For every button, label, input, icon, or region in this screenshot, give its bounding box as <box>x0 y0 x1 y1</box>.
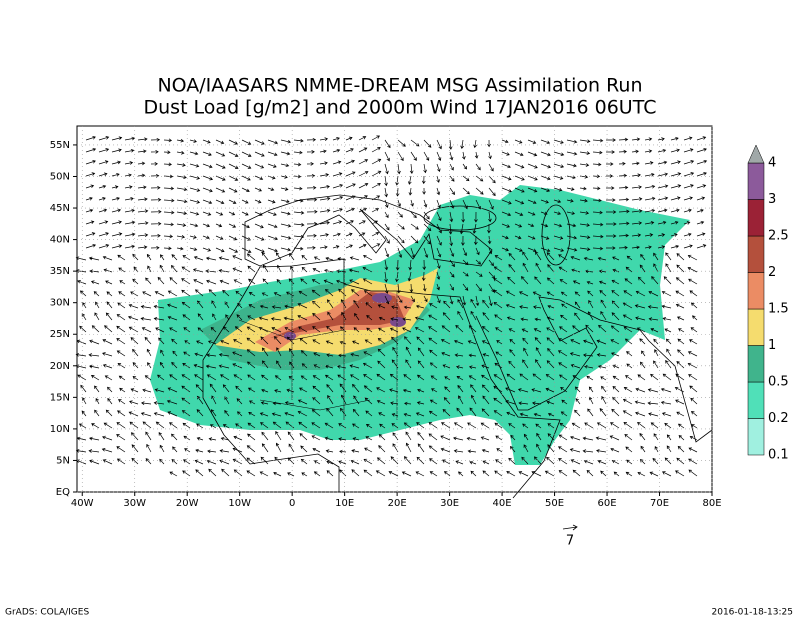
dust-low <box>150 185 690 465</box>
footer-right: 2016-01-18-13:25 <box>712 608 794 618</box>
y-tick-label: 45N <box>50 203 70 214</box>
colorbar-triangle <box>747 144 765 164</box>
colorbar-box <box>747 199 765 237</box>
x-tick-label: 0 <box>289 498 295 509</box>
y-tick-label: EQ <box>56 487 70 498</box>
x-tick-label: 10W <box>228 498 251 509</box>
y-tick-label: 10N <box>50 424 70 435</box>
coastline <box>423 205 497 231</box>
coastlines <box>202 194 713 499</box>
colorbar-label: 2.5 <box>768 229 789 244</box>
colorbar-label: 2 <box>768 265 776 280</box>
y-tick-label: 55N <box>50 140 70 151</box>
y-tick-label: 50N <box>50 171 70 182</box>
border <box>238 266 398 420</box>
y-tick-label: 35N <box>50 266 70 277</box>
title-line: Dust Load [g/m2] and 2000m Wind 17JAN201… <box>144 97 657 119</box>
dust-field <box>150 185 690 465</box>
x-tick-label: 20E <box>388 498 407 509</box>
x-tick-label: 60E <box>598 498 617 509</box>
y-tick-label: 25N <box>50 329 70 340</box>
colorbar-box <box>747 418 765 456</box>
reference-arrow <box>562 524 578 531</box>
colorbar-box <box>747 272 765 310</box>
coastline <box>244 194 493 267</box>
x-tick-label: 40E <box>493 498 512 509</box>
y-tick-label: 40N <box>50 235 70 246</box>
coastline <box>541 204 571 266</box>
y-tick-label: 5N <box>56 455 70 466</box>
map-frame <box>76 125 713 493</box>
y-tick-label: 30N <box>50 298 70 309</box>
x-tick-label: 50E <box>545 498 564 509</box>
title-line: NOA/IAASARS NMME-DREAM MSG Assimilation … <box>157 75 642 97</box>
colorbar-label: 1.5 <box>768 302 789 317</box>
colorbar-label: 4 <box>768 156 776 171</box>
y-tick-label: 20N <box>50 361 70 372</box>
colorbar-box <box>747 381 765 419</box>
x-tick-label: 30W <box>123 498 146 509</box>
x-tick-label: 80E <box>702 498 721 509</box>
colorbar-box <box>747 308 765 346</box>
x-tick-label: 30E <box>440 498 459 509</box>
coastline <box>475 296 713 443</box>
coastline <box>202 258 561 499</box>
reference-label: 7 <box>566 534 574 549</box>
colorbar-label: 0.5 <box>768 375 789 390</box>
dust-purple <box>284 332 296 340</box>
colorbar-label: 1 <box>768 338 776 353</box>
colorbar-box <box>747 235 765 273</box>
wind-vectors <box>75 135 708 477</box>
colorbar-label: 3 <box>768 192 776 207</box>
x-tick-label: 40W <box>71 498 94 509</box>
x-tick-label: 20W <box>176 498 199 509</box>
dust-brown <box>270 292 405 338</box>
x-tick-label: 10E <box>335 498 354 509</box>
x-tick-label: 70E <box>650 498 669 509</box>
colorbar-box <box>747 345 765 383</box>
colorbar-label: 0.2 <box>768 411 789 426</box>
footer-left: GrADS: COLA/IGES <box>5 608 89 618</box>
y-tick-label: 15N <box>50 392 70 403</box>
colorbar-label: 0.1 <box>768 448 789 463</box>
colorbar-box <box>747 162 765 200</box>
